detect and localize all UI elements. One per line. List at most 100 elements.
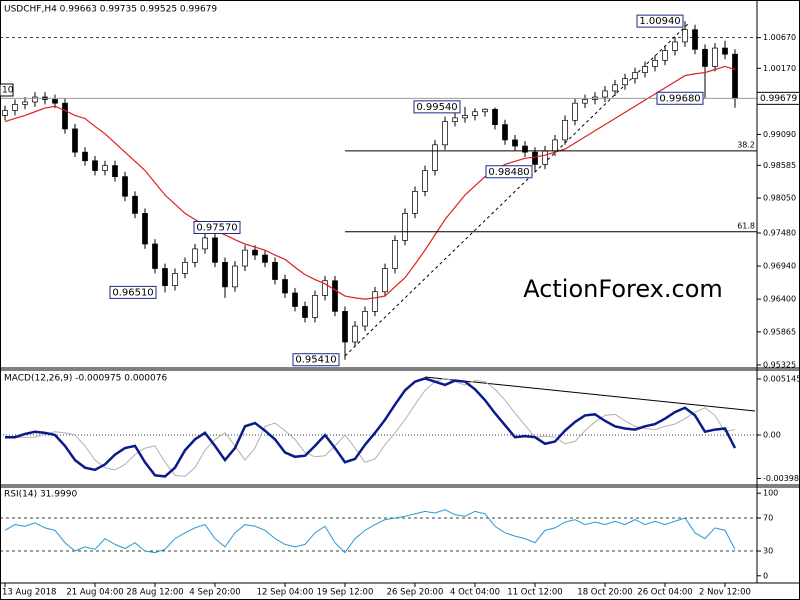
candle-body bbox=[482, 108, 488, 113]
cut-label: 10 bbox=[2, 86, 14, 96]
candle-body bbox=[302, 306, 308, 318]
price-label: 0.96510 bbox=[112, 287, 153, 298]
x-tick-label: 26 Sep 20:00 bbox=[387, 588, 444, 598]
candle-body bbox=[262, 254, 268, 263]
y-tick-label: 0.95865 bbox=[763, 327, 796, 336]
candle-body bbox=[82, 151, 88, 162]
y-tick-label: 100 bbox=[763, 489, 778, 498]
candle-body bbox=[252, 249, 258, 256]
y-tick-label: 0.97480 bbox=[763, 228, 796, 237]
candle-body bbox=[642, 66, 648, 73]
series-line bbox=[4, 65, 736, 300]
x-tick-label: 21 Aug 04:00 bbox=[66, 588, 123, 598]
candle-body bbox=[522, 145, 528, 153]
candle-body bbox=[312, 295, 318, 318]
candle-body bbox=[242, 249, 248, 267]
candle-body bbox=[432, 144, 438, 171]
candle-body bbox=[552, 139, 558, 152]
candle-body bbox=[172, 273, 178, 286]
price-label-box bbox=[656, 91, 704, 105]
x-tick-label: 4 Sep 20:00 bbox=[189, 588, 240, 598]
candle-body bbox=[292, 292, 298, 307]
trend-line bbox=[344, 21, 691, 357]
candle-body bbox=[342, 311, 348, 343]
y-tick-label: 1.00670 bbox=[763, 33, 796, 42]
x-tick-label: 13 Aug 2018 bbox=[2, 588, 56, 598]
y-tick-label: 0.96940 bbox=[763, 262, 796, 271]
series-line bbox=[5, 377, 736, 477]
price-label: 1.00940 bbox=[639, 16, 680, 27]
candle-body bbox=[462, 115, 468, 119]
candle-body bbox=[582, 99, 588, 104]
candle-body bbox=[362, 311, 368, 327]
candle-body bbox=[92, 160, 98, 171]
y-tick-label: -0.003989 bbox=[763, 474, 800, 483]
candle-body bbox=[652, 59, 658, 67]
candle-body bbox=[422, 170, 428, 192]
macd-trend-line bbox=[424, 376, 756, 412]
candle-body bbox=[542, 150, 548, 165]
y-tick-label: 0.98585 bbox=[763, 161, 796, 170]
candle-body bbox=[662, 50, 668, 61]
last-price-label: 0.99679 bbox=[760, 94, 797, 104]
candle-body bbox=[162, 268, 168, 286]
x-tick-label: 2 Nov 12:00 bbox=[699, 588, 751, 598]
candle-body bbox=[322, 280, 328, 296]
x-tick-label: 4 Oct 04:00 bbox=[450, 588, 500, 598]
candle-body bbox=[102, 165, 108, 171]
panel-title: RSI(14) 31.9990 bbox=[4, 490, 77, 500]
x-tick-label: 26 Oct 04:00 bbox=[637, 588, 692, 598]
x-tick-label: 12 Sep 04:00 bbox=[257, 588, 314, 598]
y-tick-label: 1.00170 bbox=[763, 64, 796, 73]
price-label: 0.98480 bbox=[488, 167, 529, 178]
price-label-box bbox=[413, 100, 461, 114]
candle-body bbox=[272, 262, 278, 280]
candle-body bbox=[142, 213, 148, 245]
candle-body bbox=[282, 279, 288, 294]
candle-body bbox=[402, 213, 408, 241]
candle-body bbox=[572, 102, 578, 121]
candle-body bbox=[672, 41, 678, 51]
candle-body bbox=[62, 102, 68, 130]
candle-body bbox=[232, 265, 238, 288]
y-tick-label: 0.99090 bbox=[763, 130, 796, 139]
candle-body bbox=[472, 111, 478, 116]
x-tick-label: 11 Oct 12:00 bbox=[507, 588, 562, 598]
y-tick-label: 70 bbox=[763, 513, 773, 522]
candle-body bbox=[192, 248, 198, 263]
plot: 1.00670 1.00170 0.99090 0.98585 0.98050 0.974… bbox=[0, 14, 800, 598]
candle-body bbox=[112, 165, 118, 178]
y-tick-label: 0.98050 bbox=[763, 194, 796, 203]
candle-body bbox=[132, 195, 138, 214]
candle-body bbox=[2, 110, 8, 116]
price-label-box bbox=[109, 285, 157, 299]
candle-body bbox=[52, 99, 58, 104]
candle-body bbox=[562, 119, 568, 141]
x-tick-label: 19 Sep 12:00 bbox=[317, 588, 374, 598]
fib-label: 61.8 bbox=[737, 221, 755, 230]
series-line bbox=[5, 377, 737, 478]
watermark: ActionForex.com bbox=[523, 275, 723, 303]
candle-body bbox=[692, 29, 698, 50]
panel-title: MACD(12,26,9) -0.000975 0.000076 bbox=[4, 374, 167, 384]
candle-body bbox=[712, 47, 718, 67]
chart-title: USDCHF,H4 0.99663 0.99735 0.99525 0.9967… bbox=[4, 5, 217, 15]
candle-body bbox=[12, 104, 18, 111]
cut-label-box bbox=[0, 83, 14, 97]
price-label: 0.95410 bbox=[295, 355, 336, 366]
candle-body bbox=[182, 262, 188, 274]
candle-body bbox=[222, 262, 228, 288]
price-label: 0.99680 bbox=[659, 93, 700, 104]
y-tick-label: 0.96400 bbox=[763, 295, 796, 304]
candle-body bbox=[702, 48, 708, 67]
candle-body bbox=[632, 72, 638, 80]
candle-body bbox=[372, 291, 378, 312]
price-label: 0.99540 bbox=[416, 102, 457, 113]
candle-body bbox=[72, 128, 78, 153]
candle-body bbox=[612, 84, 618, 92]
candle-body bbox=[452, 117, 458, 122]
candle-body bbox=[722, 47, 728, 55]
candle-body bbox=[352, 325, 358, 343]
candle-body bbox=[532, 151, 538, 165]
fib-label: 38.2 bbox=[737, 140, 755, 149]
